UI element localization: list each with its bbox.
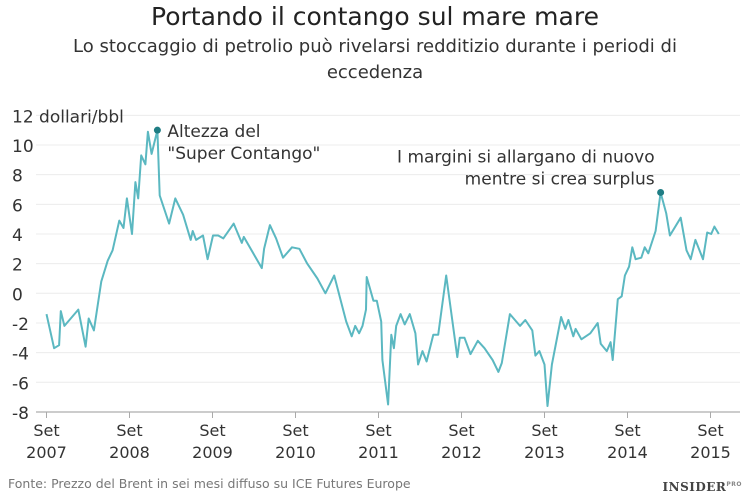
- x-axis: Set 2007 Set 2008 Set 2009 Set 2010 Set 2011 Set 20…: [26, 411, 731, 462]
- y-tick-label: -6: [12, 374, 29, 394]
- x-tick-month: Set: [531, 421, 557, 440]
- x-tick-month: Set: [365, 421, 391, 440]
- x-tick-month: Set: [448, 421, 474, 440]
- chart-title: Portando il contango sul mare mare: [151, 2, 599, 31]
- y-tick-label: -4: [12, 345, 29, 365]
- source-note: Fonte: Prezzo del Brent in sei mesi diff…: [8, 476, 411, 491]
- annotation-text: mentre si crea surplus: [465, 169, 655, 189]
- x-tick-year: 2007: [26, 443, 67, 462]
- x-tick-month: Set: [614, 421, 640, 440]
- x-tick-year: 2011: [358, 443, 399, 462]
- x-tick-year: 2010: [275, 443, 316, 462]
- y-tick-label: 2: [12, 256, 23, 276]
- y-tick-label: -2: [12, 315, 29, 335]
- x-tick-month: Set: [282, 421, 308, 440]
- x-tick-year: 2009: [192, 443, 233, 462]
- x-tick-month: Set: [116, 421, 142, 440]
- x-tick-year: 2014: [607, 443, 648, 462]
- x-tick-month: Set: [697, 421, 723, 440]
- annotation-marker: [153, 126, 161, 134]
- y-tick-label: 12 dollari/bbl: [12, 107, 124, 127]
- annotation-text: "Super Contango": [167, 144, 320, 164]
- y-tick-label: -8: [12, 404, 29, 424]
- x-tick-year: 2015: [690, 443, 731, 462]
- x-tick-month: Set: [199, 421, 225, 440]
- x-tick-year: 2012: [441, 443, 482, 462]
- y-tick-label: 4: [12, 226, 23, 246]
- x-tick-month: Set: [33, 421, 59, 440]
- y-tick-label: 10: [12, 137, 34, 157]
- x-tick-year: 2013: [524, 443, 565, 462]
- y-tick-label: 6: [12, 196, 23, 216]
- y-tick-label: 0: [12, 285, 23, 305]
- insider-pro-logo: INSIDERPRO: [662, 480, 742, 494]
- series-line: [45, 129, 720, 407]
- annotation-marker: [657, 188, 665, 196]
- y-axis: -8 -6 -4 -2 0 2 4 6 8 10 12 dollari/bbl: [12, 107, 124, 424]
- y-tick-label: 8: [12, 167, 23, 187]
- annotations: Altezza del"Super Contango" I margini si …: [153, 122, 665, 196]
- chart-subtitle: Lo stoccaggio di petrolio può rivelarsi …: [73, 36, 677, 83]
- annotation-text: Altezza del: [167, 122, 260, 142]
- x-tick-year: 2008: [109, 443, 150, 462]
- annotation-text: I margini si allargano di nuovo: [397, 147, 655, 167]
